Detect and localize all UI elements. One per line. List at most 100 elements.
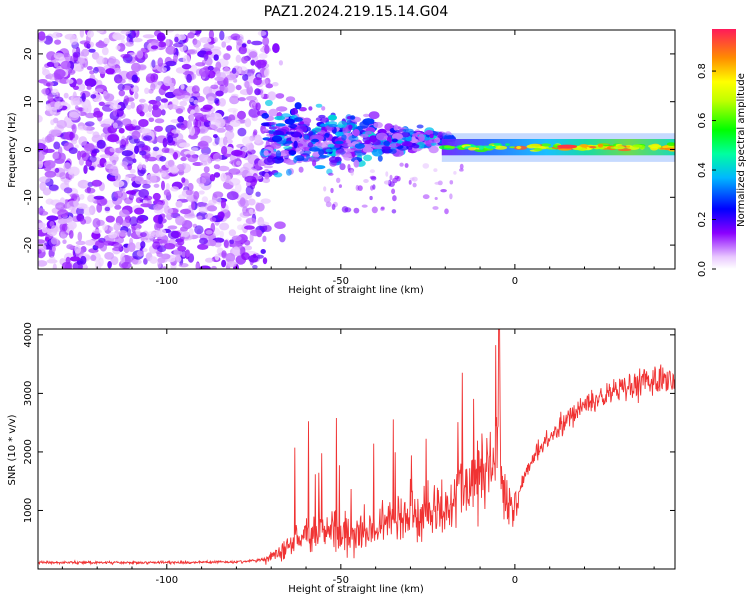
spectrogram-cell [334,131,342,137]
spectrogram-cell [152,100,162,108]
spectrogram-cell [79,30,85,38]
spectrogram-cell [50,237,59,245]
spectrogram-cell [181,63,192,70]
spectrogram-cell [257,30,267,36]
spectrogram-y-tick-label: 10 [23,95,34,108]
spectrogram-cell [238,66,248,75]
spectrogram-cell [226,82,235,93]
spectrogram-cell [55,202,66,211]
spectrogram-cell [353,207,360,214]
spectrogram-cell [341,206,349,213]
spectrogram-cell [275,123,286,127]
spectrogram-cell [238,199,250,208]
spectrogram-cell [131,226,136,233]
spectrogram-cell [121,261,132,269]
spectrogram-cell [121,118,132,127]
spectrogram-cell [478,145,484,150]
spectrogram-cell [85,112,96,119]
snr-ticks: -100 -50 0 1000 2000 3000 4000 [23,322,675,586]
spectrogram-cell [254,88,261,96]
spectrogram-cell [109,226,114,232]
spectrogram-cell [363,179,369,183]
spectrogram-cell [159,228,167,237]
spectrogram-cell [211,265,217,269]
spectrogram-cell [158,214,163,225]
spectrogram-cell [172,88,185,96]
spectrogram-cell [74,244,82,254]
spectrogram-cell [42,66,47,72]
spectrogram-cell [353,129,360,137]
spectrogram-cell [589,146,597,149]
spectrogram-cell [228,126,234,133]
spectrogram-cell [101,46,109,56]
spectrogram-cell [60,60,71,70]
spectrogram-cell [46,82,51,87]
spectrogram-cell [165,60,177,67]
spectrogram-cell [131,62,141,73]
spectrogram-cell [196,201,208,208]
spectrogram-cell [38,114,43,123]
spectrogram-cell [433,168,438,173]
spectrogram-cell [324,132,330,138]
spectrogram-cell [337,120,348,129]
spectrogram-cell [325,148,333,153]
spectrogram-cell [181,177,186,183]
spectrogram-cell [213,172,221,178]
spectrogram-cell [250,59,256,66]
spectrogram-cell [443,145,453,149]
spectrogram-cell [38,249,42,254]
spectrogram-cell [79,40,91,45]
spectrogram-cell [140,241,146,249]
spectrogram-cell [268,126,278,130]
spectrogram-cell [118,230,128,237]
spectrogram-cell [162,137,168,148]
spectrogram-cell [54,167,60,173]
spectrogram-cell [200,160,208,166]
spectrogram-cell [203,166,210,173]
spectrogram-cell [214,76,225,82]
spectrogram-cell [199,265,211,269]
spectrogram-cell [205,230,213,235]
spectrogram-cell [392,195,397,202]
spectrogram-cell [74,105,79,110]
spectrogram-cell [66,244,74,250]
spectrogram-cell [171,98,179,107]
spectrogram-cell [49,106,57,115]
spectrogram-cell [38,31,46,41]
spectrogram-cell [79,193,85,200]
spectrogram-cell [223,136,228,146]
spectrogram-cell [244,118,252,128]
spectrogram-cell [209,174,216,182]
spectrogram-cell [323,196,331,203]
spectrogram-cell [46,133,55,143]
spectrogram-cell [485,145,494,149]
spectrogram-cell [268,129,274,135]
spectrogram-cell [210,48,222,58]
spectrogram-cell [250,40,263,46]
spectrogram-cell [174,255,182,263]
spectrogram-cell [369,135,377,143]
spectrogram-cell [216,196,222,205]
spectrogram-cell [209,217,217,222]
spectrogram-cell [226,139,233,144]
spectrogram-cell [92,218,101,228]
spectrogram-cell [308,147,321,152]
spectrogram-cell [335,149,346,155]
spectrogram-cell [53,96,64,103]
spectrogram-cell [108,232,118,239]
spectrogram-cell [228,168,241,175]
spectrogram-cell [112,107,118,117]
spectrogram-cell [84,143,95,151]
spectrogram-cell [139,111,145,117]
spectrogram-cell [148,117,155,123]
spectrogram-cell [199,237,208,245]
spectrogram-cell [391,138,398,143]
spectrogram-cell [388,148,397,154]
spectrogram-cell [579,144,589,148]
spectrogram-cell [262,257,268,265]
spectrogram-cell [116,78,126,84]
spectrogram-cell [412,182,417,188]
spectrogram-cell [262,235,267,242]
spectrogram-cell [226,45,233,51]
spectrogram-cell [348,124,353,130]
